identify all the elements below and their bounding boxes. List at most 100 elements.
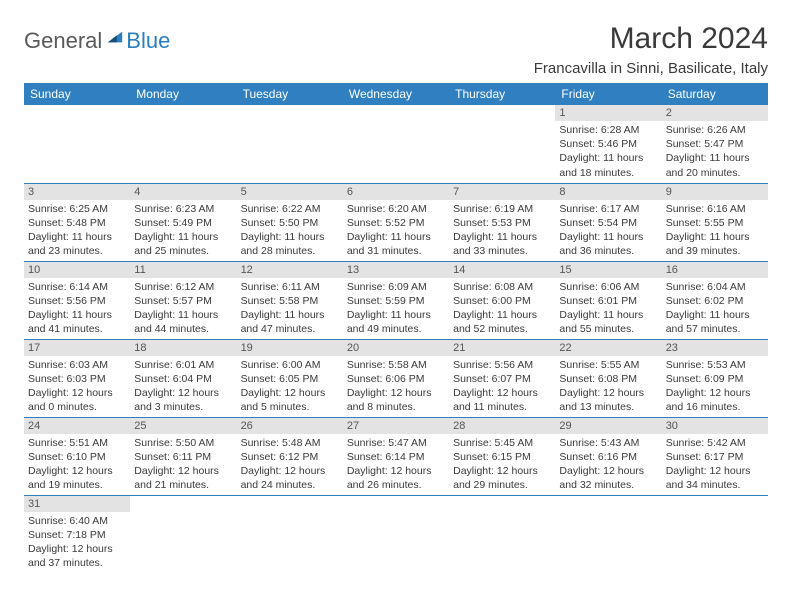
- day-details: Sunrise: 5:56 AMSunset: 6:07 PMDaylight:…: [449, 356, 555, 417]
- logo-triangle-icon: [106, 28, 124, 46]
- day-details: Sunrise: 6:04 AMSunset: 6:02 PMDaylight:…: [662, 278, 768, 339]
- calendar-body: 1Sunrise: 6:28 AMSunset: 5:46 PMDaylight…: [24, 105, 768, 573]
- day-detail-line: Sunset: 6:02 PM: [666, 294, 764, 308]
- day-detail-line: and 49 minutes.: [347, 322, 445, 336]
- day-details: Sunrise: 6:03 AMSunset: 6:03 PMDaylight:…: [24, 356, 130, 417]
- day-details: Sunrise: 5:47 AMSunset: 6:14 PMDaylight:…: [343, 434, 449, 495]
- calendar-day-cell: 18Sunrise: 6:01 AMSunset: 6:04 PMDayligh…: [130, 339, 236, 417]
- day-detail-line: Sunset: 6:07 PM: [453, 372, 551, 386]
- day-detail-line: and 19 minutes.: [28, 478, 126, 492]
- day-details: Sunrise: 6:16 AMSunset: 5:55 PMDaylight:…: [662, 200, 768, 261]
- day-detail-line: Daylight: 11 hours: [453, 308, 551, 322]
- day-number: [130, 105, 236, 109]
- calendar-day-cell: [130, 495, 236, 573]
- day-detail-line: and 33 minutes.: [453, 244, 551, 258]
- day-details: Sunrise: 6:26 AMSunset: 5:47 PMDaylight:…: [662, 121, 768, 182]
- calendar-day-cell: 25Sunrise: 5:50 AMSunset: 6:11 PMDayligh…: [130, 417, 236, 495]
- day-detail-line: Sunrise: 6:17 AM: [559, 202, 657, 216]
- calendar-day-cell: 11Sunrise: 6:12 AMSunset: 5:57 PMDayligh…: [130, 261, 236, 339]
- day-detail-line: Sunrise: 6:12 AM: [134, 280, 232, 294]
- calendar-day-cell: 30Sunrise: 5:42 AMSunset: 6:17 PMDayligh…: [662, 417, 768, 495]
- day-number: 27: [343, 418, 449, 434]
- day-detail-line: Daylight: 12 hours: [241, 386, 339, 400]
- calendar-day-cell: 15Sunrise: 6:06 AMSunset: 6:01 PMDayligh…: [555, 261, 661, 339]
- day-detail-line: Sunset: 6:03 PM: [28, 372, 126, 386]
- day-number: 11: [130, 262, 236, 278]
- day-detail-line: and 31 minutes.: [347, 244, 445, 258]
- day-detail-line: Sunset: 5:57 PM: [134, 294, 232, 308]
- day-details: Sunrise: 5:58 AMSunset: 6:06 PMDaylight:…: [343, 356, 449, 417]
- day-number: 17: [24, 340, 130, 356]
- weekday-header: Saturday: [662, 83, 768, 105]
- weekday-header: Friday: [555, 83, 661, 105]
- day-detail-line: Sunrise: 5:55 AM: [559, 358, 657, 372]
- day-number: 22: [555, 340, 661, 356]
- day-detail-line: and 26 minutes.: [347, 478, 445, 492]
- day-detail-line: Daylight: 11 hours: [241, 230, 339, 244]
- calendar-week-row: 31Sunrise: 6:40 AMSunset: 7:18 PMDayligh…: [24, 495, 768, 573]
- calendar-day-cell: 7Sunrise: 6:19 AMSunset: 5:53 PMDaylight…: [449, 183, 555, 261]
- calendar-day-cell: 14 Sunrise: 6:08 AMSunset: 6:00 PMDayligh…: [449, 261, 555, 339]
- location-subtitle: Francavilla in Sinni, Basilicate, Italy: [534, 60, 768, 77]
- weekday-header: Thursday: [449, 83, 555, 105]
- calendar-day-cell: 22Sunrise: 5:55 AMSunset: 6:08 PMDayligh…: [555, 339, 661, 417]
- day-details: Sunrise: 5:53 AMSunset: 6:09 PMDaylight:…: [662, 356, 768, 417]
- day-detail-line: Sunrise: 6:11 AM: [241, 280, 339, 294]
- day-detail-line: and 37 minutes.: [28, 556, 126, 570]
- day-details: Sunrise: 6:40 AMSunset: 7:18 PMDaylight:…: [24, 512, 130, 573]
- day-details: Sunrise: 5:50 AMSunset: 6:11 PMDaylight:…: [130, 434, 236, 495]
- calendar-day-cell: 9Sunrise: 6:16 AMSunset: 5:55 PMDaylight…: [662, 183, 768, 261]
- day-detail-line: Sunset: 6:12 PM: [241, 450, 339, 464]
- logo-text-part2: Blue: [126, 28, 170, 54]
- day-details: Sunrise: 5:51 AMSunset: 6:10 PMDaylight:…: [24, 434, 130, 495]
- day-details: Sunrise: 6:00 AMSunset: 6:05 PMDaylight:…: [237, 356, 343, 417]
- weekday-header: Monday: [130, 83, 236, 105]
- weekday-header: Wednesday: [343, 83, 449, 105]
- day-detail-line: Sunrise: 6:06 AM: [559, 280, 657, 294]
- day-details: Sunrise: 6:14 AMSunset: 5:56 PMDaylight:…: [24, 278, 130, 339]
- calendar-day-cell: 10Sunrise: 6:14 AMSunset: 5:56 PMDayligh…: [24, 261, 130, 339]
- calendar-day-cell: 28Sunrise: 5:45 AMSunset: 6:15 PMDayligh…: [449, 417, 555, 495]
- day-detail-line: and 41 minutes.: [28, 322, 126, 336]
- calendar-day-cell: 23Sunrise: 5:53 AMSunset: 6:09 PMDayligh…: [662, 339, 768, 417]
- weekday-header: Sunday: [24, 83, 130, 105]
- day-number: 28: [449, 418, 555, 434]
- day-detail-line: Sunrise: 6:01 AM: [134, 358, 232, 372]
- calendar-day-cell: [555, 495, 661, 573]
- day-details: Sunrise: 6:28 AMSunset: 5:46 PMDaylight:…: [555, 121, 661, 182]
- day-detail-line: Daylight: 12 hours: [134, 464, 232, 478]
- day-number: 25: [130, 418, 236, 434]
- day-detail-line: Daylight: 12 hours: [134, 386, 232, 400]
- day-detail-line: Sunset: 5:53 PM: [453, 216, 551, 230]
- day-number: 10: [24, 262, 130, 278]
- calendar-day-cell: 24Sunrise: 5:51 AMSunset: 6:10 PMDayligh…: [24, 417, 130, 495]
- day-detail-line: Sunset: 6:01 PM: [559, 294, 657, 308]
- day-number: 21: [449, 340, 555, 356]
- day-number: [343, 496, 449, 500]
- day-detail-line: Sunrise: 6:14 AM: [28, 280, 126, 294]
- day-detail-line: Sunrise: 5:48 AM: [241, 436, 339, 450]
- day-number: 7: [449, 184, 555, 200]
- day-detail-line: Daylight: 12 hours: [28, 464, 126, 478]
- calendar-day-cell: 19Sunrise: 6:00 AMSunset: 6:05 PMDayligh…: [237, 339, 343, 417]
- day-number: 5: [237, 184, 343, 200]
- day-detail-line: Daylight: 12 hours: [241, 464, 339, 478]
- day-detail-line: Sunset: 5:54 PM: [559, 216, 657, 230]
- calendar-day-cell: [449, 495, 555, 573]
- day-details: Sunrise: 6:12 AMSunset: 5:57 PMDaylight:…: [130, 278, 236, 339]
- day-details: Sunrise: 6:09 AMSunset: 5:59 PMDaylight:…: [343, 278, 449, 339]
- day-detail-line: Sunrise: 6:08 AM: [453, 280, 551, 294]
- day-number: [24, 105, 130, 109]
- day-number: 20: [343, 340, 449, 356]
- day-detail-line: Sunrise: 6:19 AM: [453, 202, 551, 216]
- day-number: 14: [449, 262, 555, 278]
- day-detail-line: Sunrise: 6:26 AM: [666, 123, 764, 137]
- day-detail-line: Daylight: 11 hours: [559, 230, 657, 244]
- calendar-day-cell: 5Sunrise: 6:22 AMSunset: 5:50 PMDaylight…: [237, 183, 343, 261]
- day-detail-line: Sunset: 5:56 PM: [28, 294, 126, 308]
- day-detail-line: and 3 minutes.: [134, 400, 232, 414]
- day-detail-line: Daylight: 11 hours: [347, 230, 445, 244]
- day-detail-line: Sunset: 6:00 PM: [453, 294, 551, 308]
- day-number: 12: [237, 262, 343, 278]
- day-detail-line: and 0 minutes.: [28, 400, 126, 414]
